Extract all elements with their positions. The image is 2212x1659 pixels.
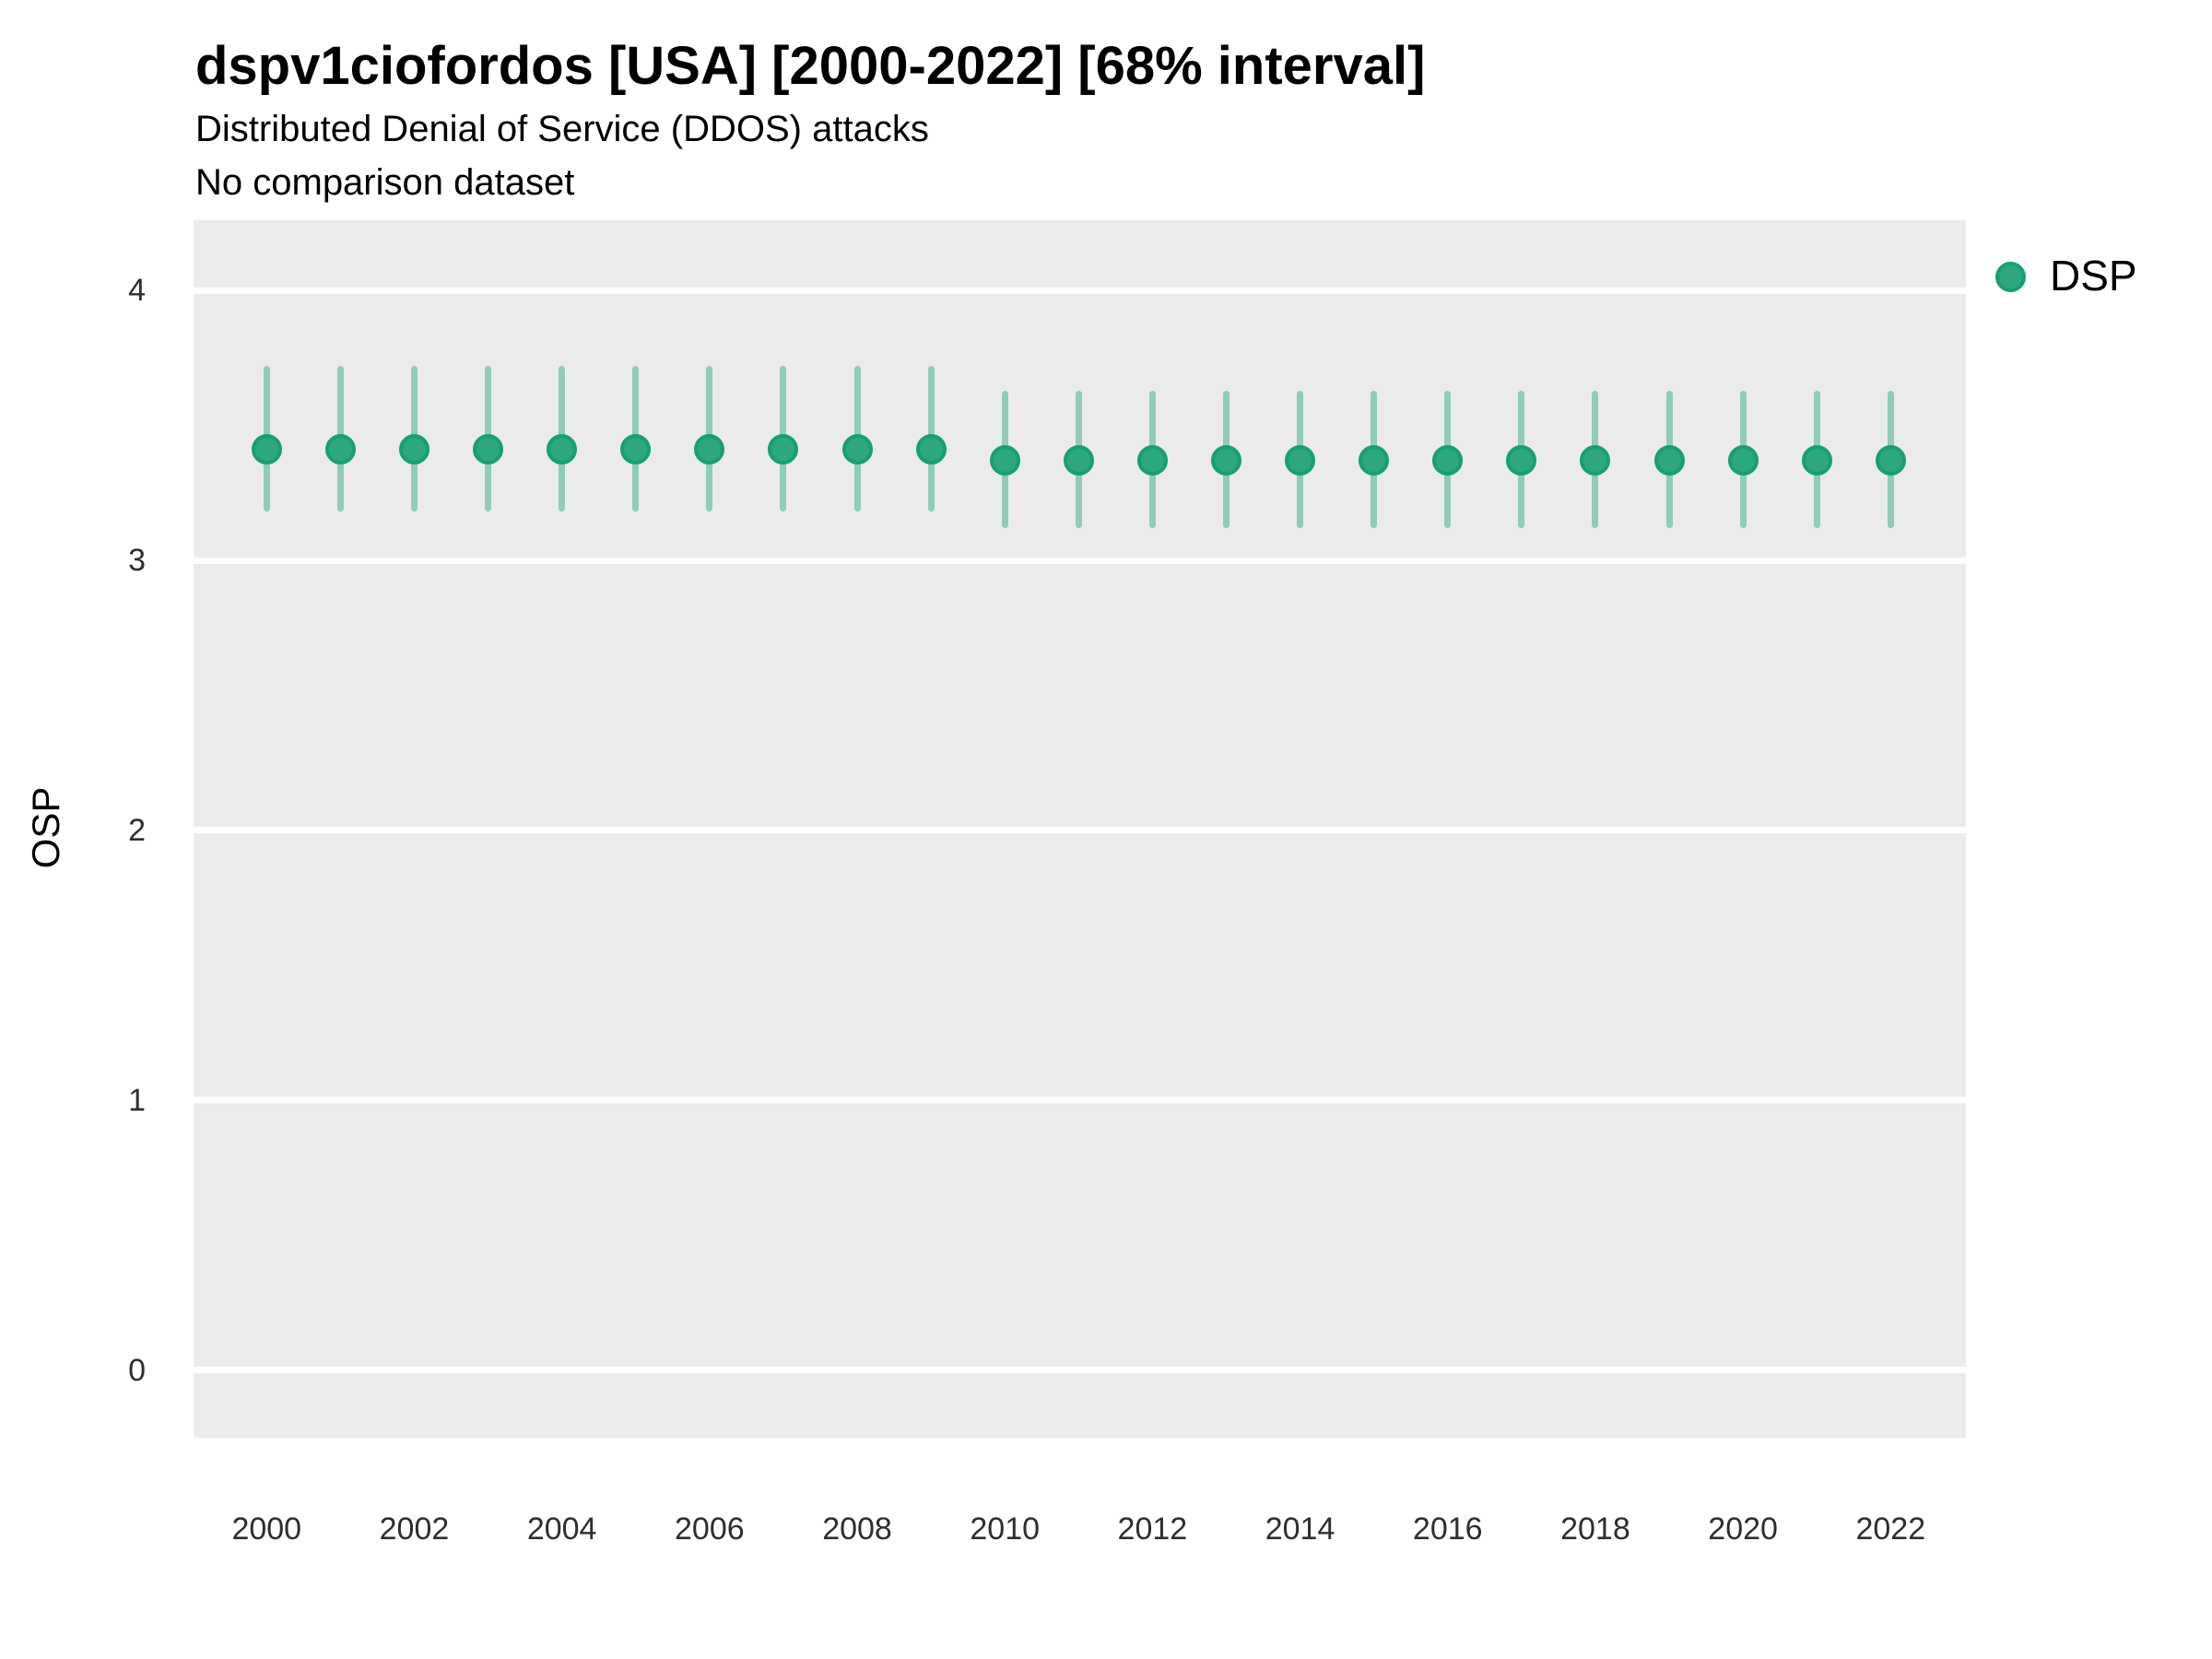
gridline	[194, 1097, 1966, 1104]
data-point	[251, 434, 282, 465]
data-point	[1580, 445, 1611, 477]
y-tick-label: 4	[128, 273, 146, 309]
chart-title: dspv1ciofordos [USA] [2000-2022] [68% in…	[195, 36, 1426, 96]
x-tick-label: 2014	[1265, 1512, 1335, 1547]
y-tick-label: 2	[128, 812, 146, 848]
data-point	[1285, 445, 1316, 477]
comparison-note: No comparison dataset	[195, 162, 575, 203]
y-tick-label: 3	[128, 543, 146, 579]
x-tick-label: 2008	[822, 1512, 892, 1547]
data-point	[1727, 445, 1759, 477]
x-tick-label: 2020	[1708, 1512, 1778, 1547]
data-point	[473, 434, 504, 465]
data-point	[620, 434, 652, 465]
x-tick-label: 2010	[970, 1512, 1041, 1547]
data-point	[1653, 445, 1685, 477]
data-point	[1136, 445, 1168, 477]
x-tick-label: 2022	[1855, 1512, 1926, 1547]
data-point	[1210, 445, 1241, 477]
x-tick-label: 2002	[379, 1512, 450, 1547]
data-point	[547, 434, 578, 465]
x-tick-label: 2004	[526, 1512, 597, 1547]
gridline	[194, 1367, 1966, 1374]
data-point	[768, 434, 799, 465]
data-point	[1506, 445, 1537, 477]
x-tick-label: 2018	[1560, 1512, 1630, 1547]
data-point	[841, 434, 873, 465]
data-point	[1801, 445, 1832, 477]
legend-label: DSP	[2050, 251, 2137, 300]
data-point	[989, 445, 1020, 477]
x-tick-label: 2006	[675, 1512, 745, 1547]
data-point	[398, 434, 429, 465]
data-point	[1875, 445, 1906, 477]
data-point	[694, 434, 725, 465]
data-point	[1432, 445, 1464, 477]
data-point	[324, 434, 356, 465]
gridline	[194, 557, 1966, 564]
x-tick-label: 2016	[1412, 1512, 1483, 1547]
y-tick-label: 0	[128, 1352, 146, 1388]
data-point	[915, 434, 947, 465]
plot-panel	[194, 220, 1966, 1438]
legend-marker-circle-icon	[1995, 262, 2026, 292]
y-tick-label: 1	[128, 1082, 146, 1118]
chart-subtitle: Distributed Denial of Service (DDOS) att…	[195, 109, 929, 149]
x-tick-label: 2000	[231, 1512, 302, 1547]
data-point	[1359, 445, 1390, 477]
gridline	[194, 287, 1966, 294]
x-tick-label: 2012	[1117, 1512, 1188, 1547]
data-point	[1063, 445, 1094, 477]
gridline	[194, 827, 1966, 834]
